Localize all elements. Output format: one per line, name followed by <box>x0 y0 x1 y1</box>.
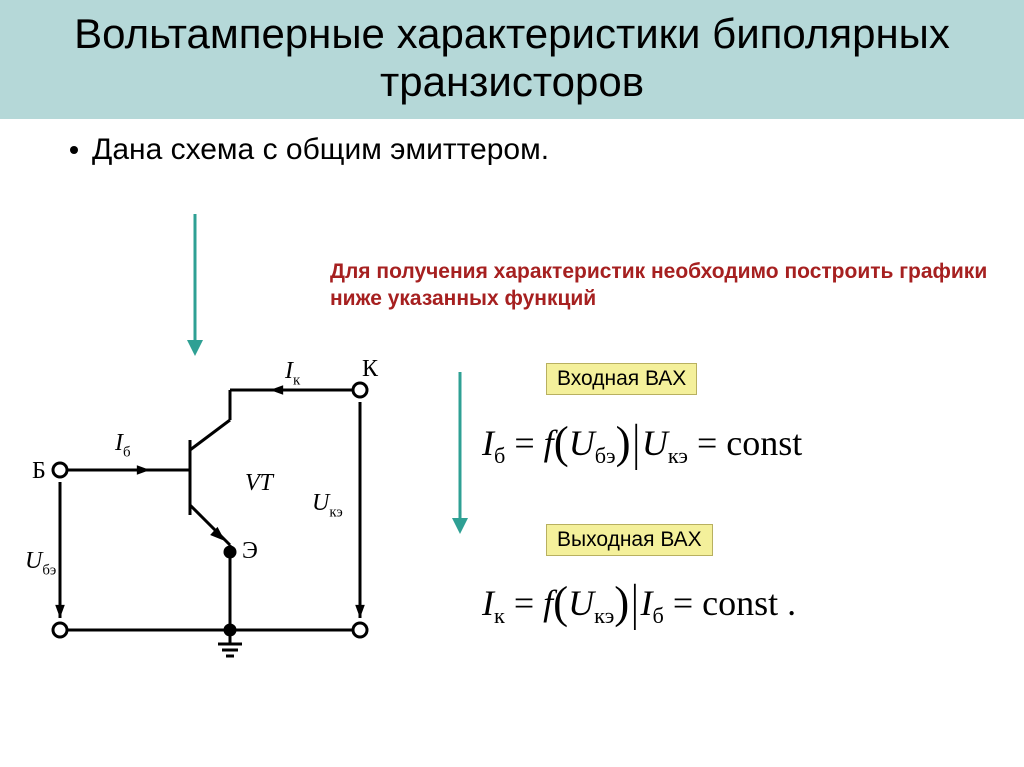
arrow-down-icon <box>183 214 207 356</box>
output-vah-label: Выходная ВАХ <box>546 524 713 556</box>
label-text: Выходная ВАХ <box>557 528 702 551</box>
bullet-text: Дана схема с общим эмиттером. <box>92 133 549 167</box>
slide: Вольтамперные характеристики биполярных … <box>0 0 1024 767</box>
bullet-dot <box>70 146 78 154</box>
svg-text:К: К <box>362 356 379 382</box>
input-vah-label: Входная ВАХ <box>546 363 697 395</box>
page-title: Вольтамперные характеристики биполярных … <box>74 10 950 105</box>
input-formula: Iб = f(Uбэ)|Uкэ = const <box>482 414 802 469</box>
svg-text:Э: Э <box>242 538 258 564</box>
transistor-schematic: Iб Iк К Э VT Б Uбэ Uкэ <box>20 340 380 680</box>
svg-text:VT: VT <box>245 470 275 496</box>
svg-text:Б: Б <box>32 458 46 484</box>
svg-text:Uбэ: Uбэ <box>25 548 56 579</box>
instruction-note: Для получения характеристик необходимо п… <box>330 258 1004 313</box>
svg-text:Iк: Iк <box>284 358 301 389</box>
output-formula: Iк = f(Uкэ)|Iб = const . <box>482 574 796 629</box>
svg-text:Iб: Iб <box>114 430 131 461</box>
bullet-row: Дана схема с общим эмиттером. <box>0 119 1024 167</box>
label-text: Входная ВАХ <box>557 367 686 390</box>
title-bar: Вольтамперные характеристики биполярных … <box>0 0 1024 119</box>
arrow-down-icon <box>448 372 472 534</box>
svg-text:Uкэ: Uкэ <box>312 490 343 521</box>
